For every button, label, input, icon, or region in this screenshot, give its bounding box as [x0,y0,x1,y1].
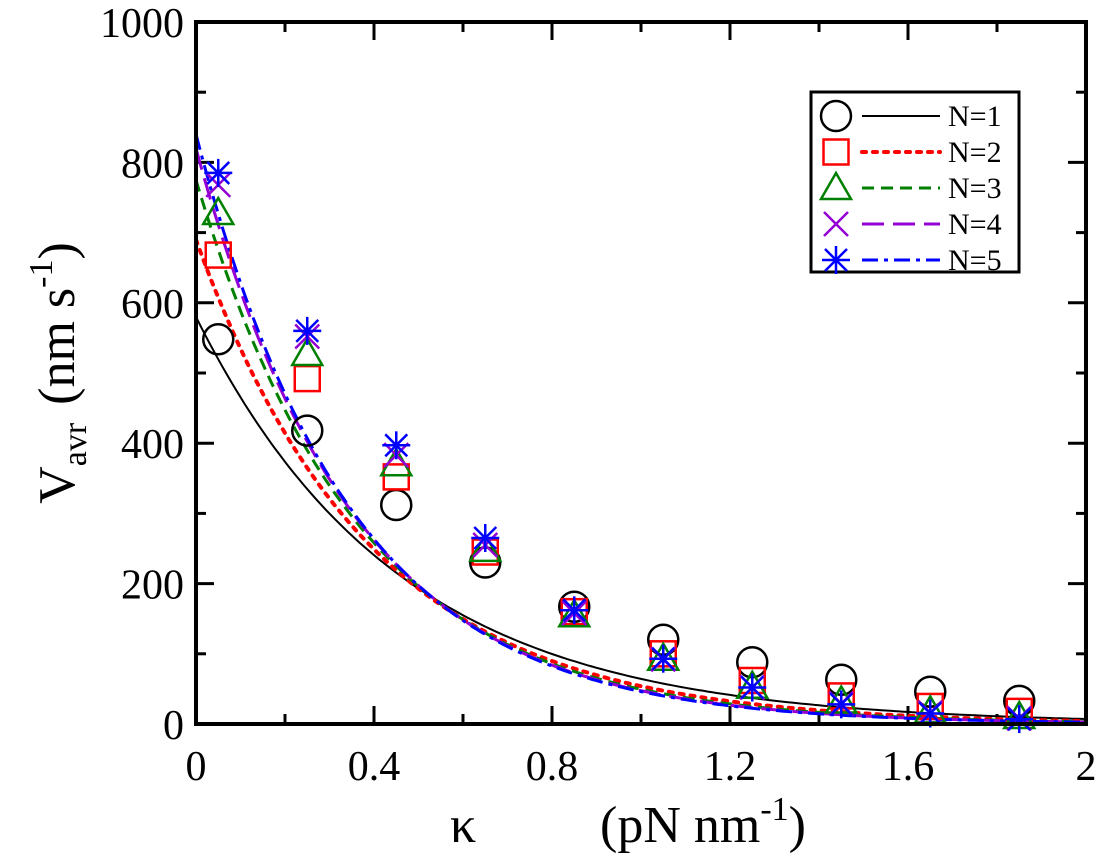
y-axis-title: Vavr (nm s-1) [23,242,94,504]
y-tick-label: 200 [121,563,184,609]
point-n5-0 [204,158,233,187]
point-n1-0 [202,323,235,356]
legend-entry-n1: N=1 [819,99,1002,133]
legend-label: N=2 [948,136,1002,169]
point-n5-8 [916,699,945,728]
legend: N=1N=2N=3N=4N=5 [809,90,1021,277]
legend-label: N=3 [948,172,1002,205]
y-axis-unit-prefix: (nm s [29,288,86,405]
y-axis-symbol: V [29,466,86,504]
legend-marker [823,211,849,237]
legend-entry-n2: N=2 [822,136,1002,169]
x-tick-label: 1.6 [882,744,935,790]
point-n3-3 [468,532,503,563]
point-n1-1 [291,414,324,447]
y-axis-unit-exp: -1 [23,260,60,288]
point-n1-7 [825,663,858,697]
legend-entry-n4: N=4 [823,208,1002,241]
data-points [201,158,1037,734]
legend-label: N=1 [948,100,1002,133]
legend-marker [819,99,853,133]
point-n5-6 [738,673,767,702]
point-n3-0 [201,195,236,226]
point-n3-4 [557,597,592,628]
x-axis-symbol: κ [450,797,476,854]
point-n2-0 [204,241,232,269]
x-tick-label: 0 [186,744,207,790]
point-n5-7 [827,690,856,719]
legend-label: N=4 [948,208,1002,241]
curve-n1 [195,316,1087,720]
legend-marker [818,170,854,201]
y-axis-subscript: avr [57,422,94,466]
point-n5-9 [1005,705,1034,734]
point-n5-4 [560,596,589,625]
legend-label: N=5 [948,244,1002,277]
x-axis-unit-suffix: ) [789,797,806,854]
point-n5-5 [649,644,678,673]
point-n1-2 [380,488,413,522]
x-axis-unit: (pN nm-1) [600,791,806,854]
x-tick-label: 0.4 [348,744,401,790]
point-n5-3 [471,523,500,552]
x-tick-label: 0.8 [526,744,579,790]
point-n3-1 [290,336,325,367]
y-tick-label: 600 [121,282,184,328]
legend-marker [822,138,850,166]
curve-n2 [194,237,1088,723]
point-n5-2 [382,431,411,460]
point-n2-2 [382,463,410,491]
legend-entry-n5: N=5 [822,244,1002,277]
legend-marker [822,246,850,274]
legend-entry-n3: N=3 [818,170,1002,205]
x-tick-label: 1.2 [704,744,757,790]
point-n2-1 [293,364,321,393]
legend-box [809,90,1021,274]
x-axis-unit-prefix: (pN nm [600,797,760,854]
y-tick-label: 1000 [100,1,184,47]
axes: 0 0.4 0.8 1.2 1.6 2 0 200 400 600 800 1000 [100,1,1097,790]
y-tick-label: 0 [163,703,184,749]
point-n5-1 [293,316,322,345]
x-tick-label: 2 [1076,744,1097,790]
y-tick-label: 800 [121,141,184,187]
y-axis-unit-suffix: ) [29,242,86,259]
x-axis-unit-exp: -1 [760,791,788,828]
y-tick-label: 400 [121,422,184,468]
plot-frame [194,20,1088,726]
